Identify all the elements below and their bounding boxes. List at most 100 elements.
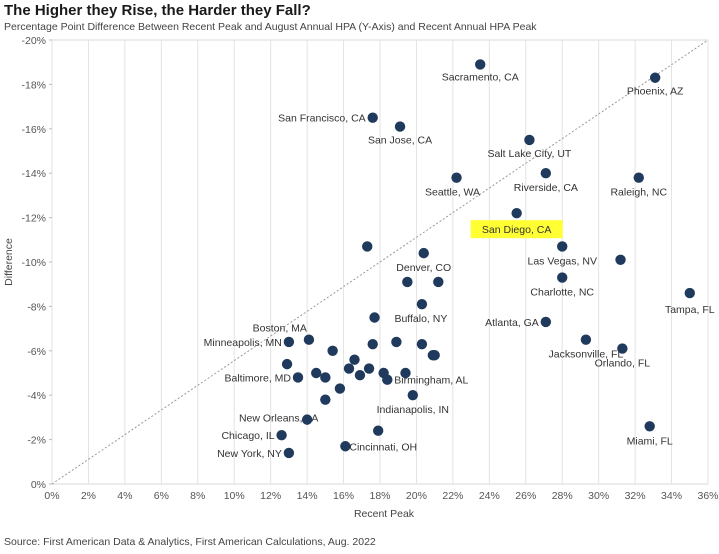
y-tick-label: -10% [21,257,46,269]
data-point [362,241,373,252]
x-tick-label: 12% [260,490,281,502]
data-point [311,367,322,379]
data-point [301,414,313,425]
data-point [511,207,522,219]
data-point [557,241,568,252]
x-tick-label: 24% [479,490,500,502]
x-axis-label: Recent Peak [354,508,415,520]
y-tick-label: 0% [31,479,46,491]
data-point [400,367,411,379]
data-point [292,372,304,383]
x-tick-label: 8% [190,490,205,502]
data-point [433,276,444,288]
data-point [524,134,535,146]
point-label: Boston, MA [253,323,307,335]
data-point [557,272,568,283]
data-point [475,59,486,70]
point-label: Salt Lake City, UT [488,148,572,160]
axes: 0% 2% 4% 6% 8% 10% 12% 14% 16% 18% 20% 22% 24% 26% 28%… [21,35,718,502]
y-tick-label: -2% [27,435,46,447]
data-point [327,345,338,356]
x-tick-label: 36% [697,490,718,502]
x-tick-label: 14% [297,490,318,502]
point-label: Indianapolis, IN [377,404,449,416]
point-label: New York, NY [217,448,282,460]
x-tick-label: 10% [224,490,245,502]
x-tick-label: 28% [552,490,573,502]
data-point [367,112,378,123]
chart-title: The Higher they Rise, the Harder they Fa… [4,2,311,19]
data-point [407,390,418,401]
y-axis-label: Difference [3,238,15,286]
point-label: San Francisco, CA [278,113,366,125]
reference-line [51,39,709,485]
y-tick-label: -14% [21,168,46,180]
data-point [349,354,360,365]
point-label: Birmingham, AL [394,375,468,387]
x-tick-label: 16% [333,490,354,502]
data-point [418,247,429,259]
x-tick-label: 2% [81,490,96,502]
point-label: Miami, FL [627,435,673,447]
y-tick-label: -6% [27,346,46,358]
source-note: Source: First American Data & Analytics,… [4,536,376,548]
point-label: Buffalo, NY [394,313,447,325]
point-label: Denver, CO [396,262,451,274]
point-label: Raleigh, NC [610,187,667,199]
highlight-box [470,220,563,239]
point-label: Sacramento, CA [442,71,519,83]
point-label: Riverside, CA [514,182,578,194]
data-point [402,276,413,288]
chart-subtitle: Percentage Point Difference Between Rece… [4,21,537,33]
x-tick-label: 22% [442,490,463,502]
point-label: Las Vegas, NV [527,255,596,267]
x-tick-label: 30% [588,490,609,502]
point-label: San Jose, CA [368,135,432,147]
data-point [429,350,440,361]
data-point [451,172,462,183]
data-point [320,372,331,383]
data-point [343,363,355,374]
y-tick-label: -20% [21,35,46,47]
data-point [416,338,428,350]
x-tick-label: 0% [44,490,59,502]
y-tick-label: -16% [21,124,46,136]
data-point [649,72,661,83]
x-tick-label: 32% [625,490,646,502]
data-point [540,316,552,328]
data-point [633,172,644,183]
data-point [367,338,378,350]
point-label: Orlando, FL [595,358,651,370]
y-tick-label: -4% [27,390,46,402]
data-points: Sacramento, CA Phoenix, AZ San Francisco, … [204,59,715,460]
data-point [369,312,380,323]
data-point [340,441,351,452]
data-point [281,358,293,370]
point-label: Seattle, WA [425,187,480,199]
point-label: San Diego, CA [482,224,551,236]
data-point [320,394,331,405]
data-point [615,254,626,265]
data-point [334,383,346,394]
data-point [391,336,402,348]
x-tick-label: 4% [117,490,132,502]
data-point [283,336,295,348]
point-label: Cincinnati, OH [349,441,417,453]
data-point [378,367,389,379]
data-point [303,334,315,345]
point-label: Jacksonville, FL [549,349,624,361]
data-point [394,121,406,132]
data-point [580,334,592,345]
point-label: Phoenix, AZ [627,86,684,98]
point-label: Tampa, FL [665,304,715,316]
data-point [372,425,384,436]
data-point [354,370,366,381]
data-point [283,447,295,459]
x-tick-label: 34% [661,490,682,502]
data-point [684,287,695,299]
data-point [540,168,552,179]
x-tick-label: 6% [154,490,169,502]
y-tick-label: -18% [21,79,46,91]
point-label: Baltimore, MD [224,372,291,384]
